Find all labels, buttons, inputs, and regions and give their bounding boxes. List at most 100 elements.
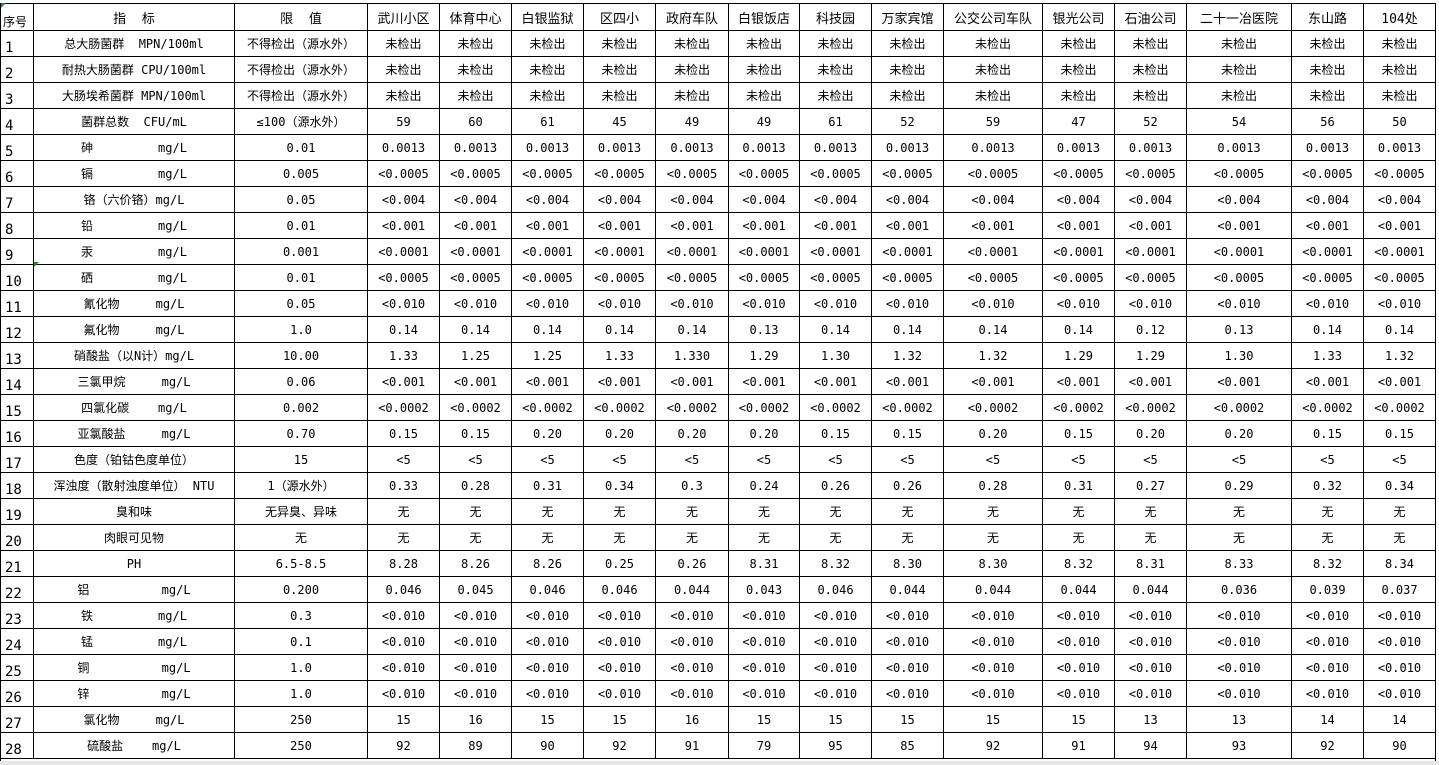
value-cell[interactable]: <0.010 bbox=[871, 680, 944, 707]
value-cell[interactable]: <0.0005 bbox=[943, 264, 1043, 291]
limit-cell[interactable]: 250 bbox=[234, 732, 368, 759]
value-cell[interactable]: 未检出 bbox=[728, 56, 800, 83]
row-number-cell[interactable]: 1 bbox=[0, 30, 34, 57]
limit-cell[interactable]: 0.1 bbox=[234, 628, 368, 655]
row-number-cell[interactable]: 5 bbox=[0, 134, 34, 161]
value-cell[interactable]: 0.14 bbox=[1291, 316, 1364, 343]
row-number-cell[interactable]: 10 bbox=[0, 264, 34, 291]
value-cell[interactable]: 0.037 bbox=[1363, 576, 1436, 603]
row-number-cell[interactable]: 7 bbox=[0, 186, 34, 213]
value-cell[interactable]: <5 bbox=[1114, 446, 1187, 473]
value-cell[interactable]: 无 bbox=[655, 498, 729, 525]
value-cell[interactable]: 未检出 bbox=[1114, 56, 1187, 83]
value-cell[interactable]: 45 bbox=[583, 108, 656, 135]
value-cell[interactable]: <0.0002 bbox=[439, 394, 512, 421]
value-cell[interactable]: <0.0002 bbox=[367, 394, 440, 421]
limit-cell[interactable]: 0.200 bbox=[234, 576, 368, 603]
value-cell[interactable]: <0.010 bbox=[1363, 628, 1436, 655]
limit-cell[interactable]: 1.0 bbox=[234, 680, 368, 707]
value-cell[interactable]: <0.010 bbox=[943, 628, 1043, 655]
row-number-cell[interactable]: 11 bbox=[0, 290, 34, 317]
indicator-cell[interactable]: 镉 mg/L bbox=[33, 160, 235, 187]
value-cell[interactable]: <0.010 bbox=[871, 290, 944, 317]
value-cell[interactable]: <0.0005 bbox=[511, 264, 584, 291]
value-cell[interactable]: <0.004 bbox=[1042, 186, 1115, 213]
value-cell[interactable]: <0.010 bbox=[799, 602, 872, 629]
value-cell[interactable]: 0.0013 bbox=[655, 134, 729, 161]
value-cell[interactable]: 0.0013 bbox=[728, 134, 800, 161]
value-cell[interactable]: <0.010 bbox=[511, 628, 584, 655]
value-cell[interactable]: 0.28 bbox=[439, 472, 512, 499]
indicator-cell[interactable]: 氰化物 mg/L bbox=[33, 290, 235, 317]
value-cell[interactable]: 0.0013 bbox=[799, 134, 872, 161]
value-cell[interactable]: 未检出 bbox=[1291, 30, 1364, 57]
value-cell[interactable]: <5 bbox=[799, 446, 872, 473]
value-cell[interactable]: 0.0013 bbox=[871, 134, 944, 161]
value-cell[interactable]: 0.20 bbox=[1186, 420, 1292, 447]
value-cell[interactable]: 未检出 bbox=[871, 30, 944, 57]
header-site[interactable]: 公交公司车队 bbox=[943, 3, 1043, 31]
value-cell[interactable]: <0.0005 bbox=[1186, 160, 1292, 187]
row-number-cell[interactable]: 12 bbox=[0, 316, 34, 343]
value-cell[interactable]: <0.010 bbox=[367, 602, 440, 629]
limit-cell[interactable]: 无 bbox=[234, 524, 368, 551]
row-number-cell[interactable]: 2 bbox=[0, 56, 34, 83]
value-cell[interactable]: <0.0005 bbox=[367, 264, 440, 291]
value-cell[interactable]: 89 bbox=[439, 732, 512, 759]
value-cell[interactable]: <0.010 bbox=[1114, 654, 1187, 681]
value-cell[interactable]: <0.001 bbox=[799, 212, 872, 239]
value-cell[interactable]: <0.010 bbox=[655, 680, 729, 707]
value-cell[interactable]: 90 bbox=[511, 732, 584, 759]
row-number-cell[interactable]: 8 bbox=[0, 212, 34, 239]
value-cell[interactable]: 8.26 bbox=[511, 550, 584, 577]
indicator-cell[interactable]: 浑浊度（散射浊度单位） NTU bbox=[33, 472, 235, 499]
value-cell[interactable]: 无 bbox=[943, 524, 1043, 551]
value-cell[interactable]: 0.14 bbox=[799, 316, 872, 343]
value-cell[interactable]: 0.20 bbox=[1114, 420, 1187, 447]
value-cell[interactable]: 0.20 bbox=[583, 420, 656, 447]
value-cell[interactable]: 无 bbox=[511, 498, 584, 525]
value-cell[interactable]: <0.0005 bbox=[367, 160, 440, 187]
value-cell[interactable]: 0.14 bbox=[439, 316, 512, 343]
value-cell[interactable]: <0.010 bbox=[1186, 628, 1292, 655]
indicator-cell[interactable]: 色度（铂钴色度单位） bbox=[33, 446, 235, 473]
value-cell[interactable]: <0.001 bbox=[367, 212, 440, 239]
header-site[interactable]: 二十一冶医院 bbox=[1186, 3, 1292, 31]
value-cell[interactable]: 0.046 bbox=[511, 576, 584, 603]
value-cell[interactable]: 92 bbox=[1291, 732, 1364, 759]
value-cell[interactable]: 0.34 bbox=[583, 472, 656, 499]
value-cell[interactable]: 0.0013 bbox=[367, 134, 440, 161]
value-cell[interactable]: 8.30 bbox=[871, 550, 944, 577]
value-cell[interactable]: <0.001 bbox=[583, 368, 656, 395]
value-cell[interactable]: 0.26 bbox=[655, 550, 729, 577]
value-cell[interactable]: 0.15 bbox=[1042, 420, 1115, 447]
value-cell[interactable]: 0.046 bbox=[583, 576, 656, 603]
value-cell[interactable]: 49 bbox=[728, 108, 800, 135]
value-cell[interactable]: 1.30 bbox=[1186, 342, 1292, 369]
value-cell[interactable]: 0.0013 bbox=[1363, 134, 1436, 161]
value-cell[interactable]: <0.001 bbox=[511, 212, 584, 239]
value-cell[interactable]: 无 bbox=[1042, 498, 1115, 525]
row-number-cell[interactable]: 23 bbox=[0, 602, 34, 629]
value-cell[interactable]: 60 bbox=[439, 108, 512, 135]
value-cell[interactable]: <0.004 bbox=[871, 186, 944, 213]
limit-cell[interactable]: 250 bbox=[234, 706, 368, 733]
limit-cell[interactable]: 0.70 bbox=[234, 420, 368, 447]
value-cell[interactable]: 0.31 bbox=[1042, 472, 1115, 499]
value-cell[interactable]: 52 bbox=[871, 108, 944, 135]
value-cell[interactable]: 93 bbox=[1186, 732, 1292, 759]
value-cell[interactable]: <0.010 bbox=[367, 680, 440, 707]
value-cell[interactable]: <0.010 bbox=[1291, 602, 1364, 629]
value-cell[interactable]: <0.010 bbox=[439, 680, 512, 707]
value-cell[interactable]: <0.001 bbox=[655, 212, 729, 239]
value-cell[interactable]: 49 bbox=[655, 108, 729, 135]
indicator-cell[interactable]: 汞 mg/L bbox=[33, 238, 235, 265]
value-cell[interactable]: 未检出 bbox=[1042, 82, 1115, 109]
value-cell[interactable]: 0.0013 bbox=[1114, 134, 1187, 161]
value-cell[interactable]: <0.0005 bbox=[799, 160, 872, 187]
value-cell[interactable]: 8.34 bbox=[1363, 550, 1436, 577]
value-cell[interactable]: 未检出 bbox=[367, 56, 440, 83]
row-number-cell[interactable]: 3 bbox=[0, 82, 34, 109]
value-cell[interactable]: 8.32 bbox=[1291, 550, 1364, 577]
value-cell[interactable]: <0.0002 bbox=[511, 394, 584, 421]
